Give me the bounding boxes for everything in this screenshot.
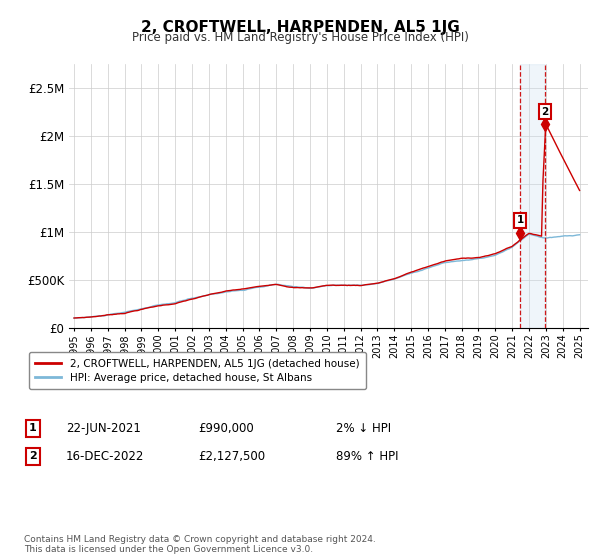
Text: £990,000: £990,000 (198, 422, 254, 435)
Text: 1: 1 (29, 423, 37, 433)
Text: 89% ↑ HPI: 89% ↑ HPI (336, 450, 398, 463)
Text: 2: 2 (29, 451, 37, 461)
Text: 1: 1 (517, 216, 524, 226)
Text: 22-JUN-2021: 22-JUN-2021 (66, 422, 141, 435)
Text: 2, CROFTWELL, HARPENDEN, AL5 1JG: 2, CROFTWELL, HARPENDEN, AL5 1JG (140, 20, 460, 35)
Bar (520, 64, 545, 328)
Text: 2% ↓ HPI: 2% ↓ HPI (336, 422, 391, 435)
Text: 2: 2 (542, 106, 549, 116)
Text: Contains HM Land Registry data © Crown copyright and database right 2024.
This d: Contains HM Land Registry data © Crown c… (24, 535, 376, 554)
Text: £2,127,500: £2,127,500 (198, 450, 265, 463)
Text: Price paid vs. HM Land Registry's House Price Index (HPI): Price paid vs. HM Land Registry's House … (131, 31, 469, 44)
Text: 16-DEC-2022: 16-DEC-2022 (66, 450, 145, 463)
Legend: 2, CROFTWELL, HARPENDEN, AL5 1JG (detached house), HPI: Average price, detached : 2, CROFTWELL, HARPENDEN, AL5 1JG (detach… (29, 352, 366, 389)
